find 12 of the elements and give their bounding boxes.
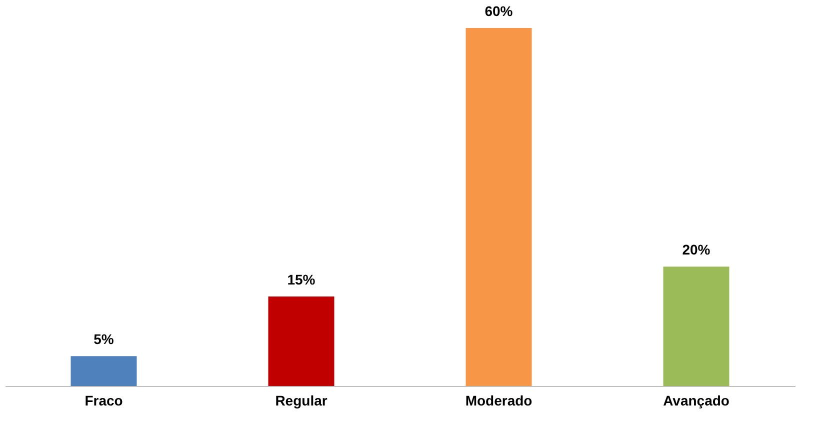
bar — [70, 356, 137, 386]
data-label: 5% — [94, 331, 114, 348]
x-tick-label: Avançado — [663, 392, 730, 408]
bar — [663, 266, 730, 386]
bar — [466, 28, 532, 386]
data-label: 60% — [484, 3, 514, 19]
x-tick-label: Regular — [275, 392, 328, 408]
x-tick-label: Fraco — [84, 392, 123, 408]
data-label: 20% — [682, 242, 711, 258]
bar — [268, 296, 334, 386]
x-tick-label: Moderado — [465, 392, 532, 408]
data-label: 15% — [287, 272, 316, 288]
